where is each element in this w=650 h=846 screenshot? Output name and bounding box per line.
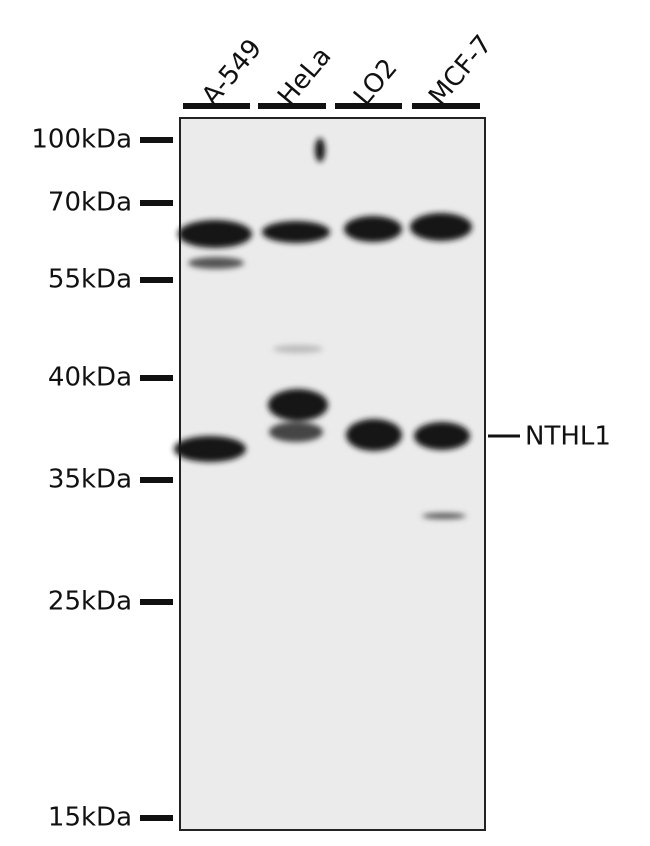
marker-label: 55kDa: [48, 265, 132, 295]
marker-label: 40kDa: [48, 363, 132, 393]
target-label: NTHL1: [525, 422, 611, 452]
marker-label: 100kDa: [31, 125, 132, 155]
lane-label: LO2: [348, 53, 403, 111]
marker-label: 15kDa: [48, 803, 132, 833]
marker-label: 35kDa: [48, 465, 132, 495]
lane-label: A-549: [196, 34, 268, 112]
marker-label: 25kDa: [48, 587, 132, 617]
marker-label: 70kDa: [48, 188, 132, 218]
bands: [174, 138, 472, 519]
lane-label: HeLa: [272, 42, 337, 112]
marker-ticks: [140, 137, 173, 821]
lane-label: MCF-7: [423, 30, 498, 112]
